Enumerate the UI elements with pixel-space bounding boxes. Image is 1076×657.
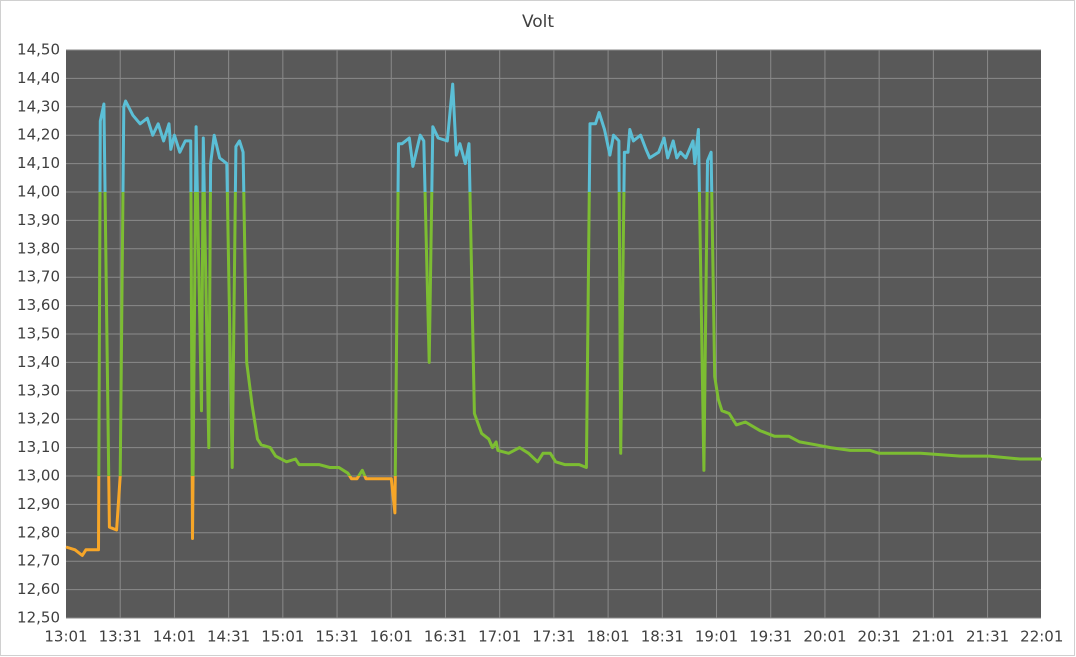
x-tick-label: 13:31: [99, 628, 142, 646]
x-tick-label: 20:01: [803, 628, 846, 646]
x-tick-label: 16:01: [370, 628, 413, 646]
y-tick-label: 14,00: [17, 183, 60, 201]
x-tick-label: 17:01: [478, 628, 521, 646]
x-tick-label: 14:01: [153, 628, 196, 646]
y-tick-label: 13,20: [17, 410, 60, 428]
x-tick-label: 13:01: [44, 628, 87, 646]
chart-title: Volt: [522, 12, 554, 32]
y-tick-label: 12,60: [17, 580, 60, 598]
x-tick-label: 18:31: [641, 628, 684, 646]
x-tick-label: 22:01: [1020, 628, 1063, 646]
y-tick-label: 13,50: [17, 325, 60, 343]
y-tick-label: 14,20: [17, 126, 60, 144]
x-tick-label: 21:31: [966, 628, 1009, 646]
voltage-line: [65, 82, 1042, 557]
x-tick-label: 19:01: [695, 628, 738, 646]
y-tick-label: 13,30: [17, 381, 60, 399]
x-tick-label: 21:01: [912, 628, 955, 646]
x-tick-label: 14:31: [207, 628, 250, 646]
y-tick-label: 14,30: [17, 97, 60, 115]
y-tick-label: 13,10: [17, 438, 60, 456]
y-tick-label: 13,00: [17, 467, 60, 485]
y-tick-label: 13,40: [17, 353, 60, 371]
y-tick-label: 12,90: [17, 495, 60, 513]
x-tick-label: 17:31: [532, 628, 575, 646]
y-tick-label: 14,10: [17, 154, 60, 172]
y-tick-label: 13,70: [17, 268, 60, 286]
x-tick-label: 19:31: [749, 628, 792, 646]
y-tick-label: 12,50: [17, 609, 60, 627]
y-tick-label: 13,60: [17, 296, 60, 314]
x-tick-label: 18:01: [586, 628, 629, 646]
y-tick-label: 13,80: [17, 239, 60, 257]
x-tick-label: 20:31: [858, 628, 901, 646]
y-tick-label: 13,90: [17, 211, 60, 229]
y-tick-label: 12,70: [17, 552, 60, 570]
x-tick-label: 15:01: [261, 628, 304, 646]
x-tick-label: 16:31: [424, 628, 467, 646]
x-tick-label: 15:31: [315, 628, 358, 646]
y-tick-label: 14,40: [17, 69, 60, 87]
y-tick-label: 12,80: [17, 523, 60, 541]
y-tick-label: 14,50: [17, 41, 60, 59]
